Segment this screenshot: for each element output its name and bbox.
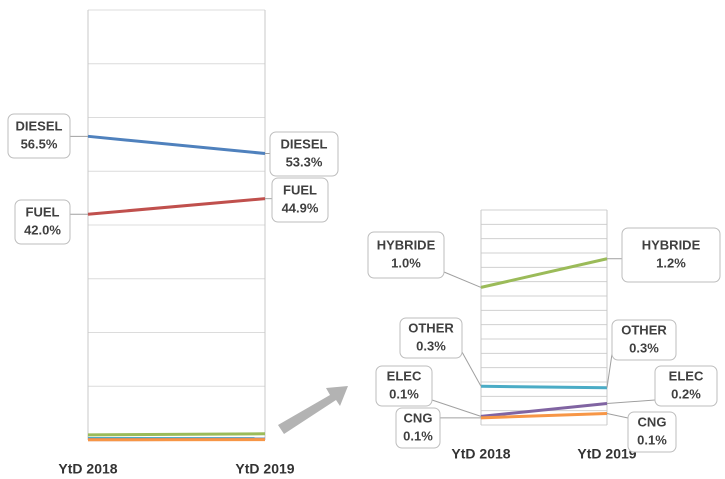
- label-box: [654, 365, 718, 407]
- label-box: [621, 227, 721, 283]
- label-box: [627, 411, 677, 453]
- value-label: 0.3%: [629, 340, 659, 355]
- label-box: [7, 113, 71, 159]
- label-box: [395, 407, 441, 449]
- x-tick-label: YtD 2018: [451, 446, 510, 462]
- series-name: OTHER: [408, 320, 454, 335]
- value-label: 0.1%: [403, 428, 433, 443]
- series-line: [480, 402, 608, 418]
- leader-line: [606, 353, 613, 388]
- value-label: 0.3%: [416, 338, 446, 353]
- series-line: [87, 134, 266, 156]
- data-label: OTHER 0.3%: [611, 319, 677, 361]
- label-box: [399, 317, 463, 359]
- series-name: ELEC: [387, 368, 422, 383]
- series-name: CNG: [404, 410, 433, 425]
- series-name: OTHER: [621, 322, 667, 337]
- x-tick-label: YtD 2019: [577, 446, 636, 462]
- label-box: [269, 131, 339, 177]
- data-label: CNG 0.1%: [627, 411, 677, 453]
- x-tick-label: YtD 2018: [58, 461, 117, 477]
- data-label: ELEC 0.2%: [654, 365, 718, 407]
- value-label: 0.1%: [389, 386, 419, 401]
- zoom-arrow: [278, 386, 348, 434]
- value-label: 56.5%: [21, 136, 58, 151]
- label-box: [271, 177, 329, 223]
- series-line: [87, 197, 266, 216]
- data-label: FUEL 44.9%: [271, 177, 329, 223]
- value-label: 1.2%: [656, 255, 686, 270]
- series-name: DIESEL: [281, 136, 328, 151]
- x-tick-label: YtD 2019: [235, 461, 294, 477]
- value-label: 0.1%: [637, 432, 667, 447]
- label-box: [14, 199, 71, 245]
- series-line: [480, 384, 608, 390]
- label-box: [367, 231, 445, 279]
- value-label: 42.0%: [24, 222, 61, 237]
- value-label: 1.0%: [391, 255, 421, 270]
- series-name: FUEL: [26, 204, 60, 219]
- series-line: [480, 257, 608, 289]
- series-name: FUEL: [283, 182, 317, 197]
- value-label: 44.9%: [282, 200, 319, 215]
- series-name: HYBRIDE: [377, 237, 436, 252]
- series-name: CNG: [638, 414, 667, 429]
- leader-line: [443, 271, 482, 288]
- leader-line: [431, 399, 482, 417]
- label-box: [611, 319, 677, 361]
- data-label: CNG 0.1%: [395, 407, 441, 449]
- data-label: DIESEL 53.3%: [269, 131, 339, 177]
- data-label: FUEL 42.0%: [14, 199, 71, 245]
- series-line: [480, 412, 608, 420]
- label-box: [375, 365, 433, 407]
- leader-line: [461, 351, 482, 387]
- series-name: HYBRIDE: [642, 237, 701, 252]
- data-label: HYBRIDE 1.2%: [621, 227, 721, 283]
- data-label: DIESEL 56.5%: [7, 113, 71, 159]
- series-name: ELEC: [669, 368, 704, 383]
- value-label: 0.2%: [671, 386, 701, 401]
- value-label: 53.3%: [286, 154, 323, 169]
- leader-line: [606, 413, 629, 419]
- data-label: OTHER 0.3%: [399, 317, 463, 359]
- series-name: DIESEL: [16, 118, 63, 133]
- leader-line: [606, 399, 656, 404]
- data-label: HYBRIDE 1.0%: [367, 231, 445, 279]
- data-label: ELEC 0.1%: [375, 365, 433, 407]
- series-line: [87, 432, 266, 437]
